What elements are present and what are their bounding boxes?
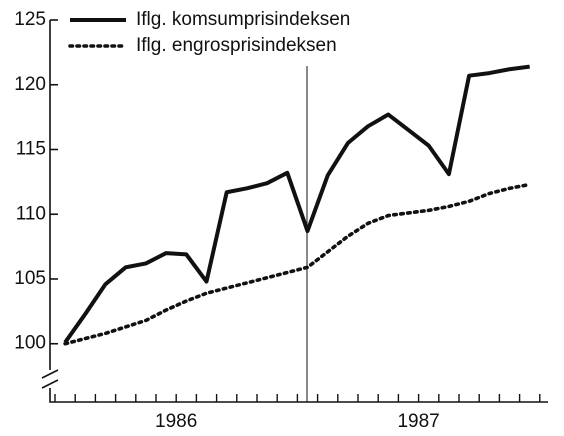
y-tick-label: 115 <box>16 139 46 160</box>
y-tick-label: 120 <box>14 74 46 95</box>
line-series <box>63 182 532 346</box>
axes <box>49 20 548 403</box>
line-series <box>63 64 530 344</box>
axis-break <box>41 369 59 389</box>
y-tick-label: 105 <box>14 268 46 289</box>
legend-label: Iflg. engrosprisindeksen <box>136 35 337 56</box>
y-tick-label: 110 <box>16 203 46 224</box>
x-year-label: 1987 <box>397 411 439 432</box>
x-year-label: 1986 <box>155 411 197 432</box>
y-tick-label: 125 <box>14 9 46 30</box>
legend-label: Iflg. komsumprisindeksen <box>136 9 350 30</box>
y-tick-label: 100 <box>14 333 46 354</box>
